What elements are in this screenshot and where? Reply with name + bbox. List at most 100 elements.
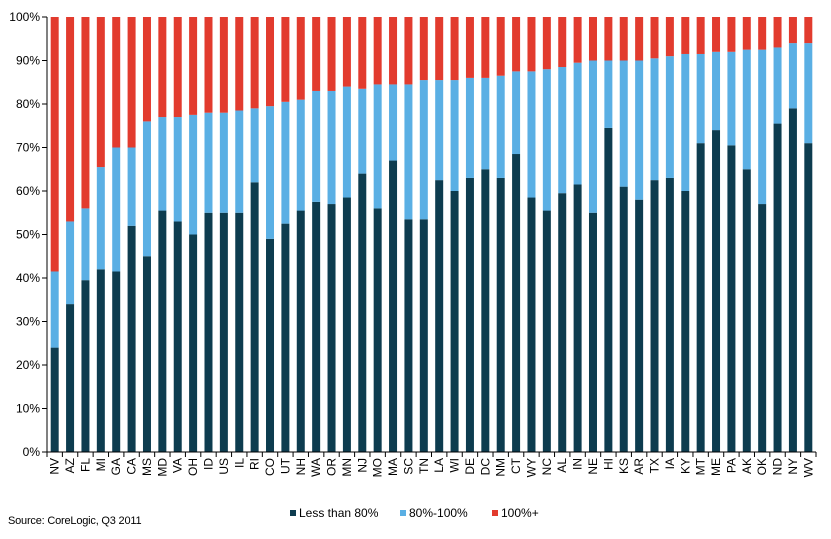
bar-segment-ak-s2	[742, 17, 751, 50]
x-tick-label-in: IN	[571, 458, 585, 470]
x-tick-label-mt: MT	[694, 457, 708, 475]
bar-segment-va-s0	[173, 221, 182, 452]
bar-segment-ny-s2	[788, 17, 797, 44]
y-axis: 0% 10% 20% 30% 40% 50% 60% 70% 80% 90% 100%	[9, 10, 48, 459]
bar-segment-dc-s2	[481, 17, 490, 78]
bar-segment-de-s1	[465, 77, 474, 178]
bar-segment-co-s1	[266, 106, 275, 239]
bar-segment-ms-s1	[142, 121, 151, 257]
x-tick-label-ct: CT	[509, 457, 523, 474]
legend-label: 100%+	[501, 506, 539, 520]
bar-segment-md-s1	[158, 117, 167, 211]
bar-segment-hi-s1	[604, 60, 613, 128]
legend-swatch	[492, 510, 498, 516]
bar-segment-ut-s1	[281, 101, 290, 224]
bar-segment-wi-s1	[450, 80, 459, 191]
bars-group	[50, 17, 813, 453]
bar-segment-oh-s1	[189, 114, 198, 235]
x-tick-label-id: ID	[201, 458, 215, 470]
bar-segment-mt-s2	[696, 17, 705, 54]
bar-segment-nj-s1	[358, 88, 367, 174]
bar-segment-wa-s1	[312, 90, 321, 202]
bar-segment-oh-s0	[189, 234, 198, 452]
bar-segment-in-s2	[573, 17, 582, 63]
bar-segment-wv-s0	[804, 143, 813, 452]
bar-segment-dc-s1	[481, 77, 490, 170]
y-tick-label: 0%	[23, 445, 41, 459]
x-tick-label-fl: FL	[78, 458, 92, 472]
bar-segment-us-s2	[219, 17, 228, 113]
bar-segment-me-s2	[712, 17, 721, 52]
x-tick-label-dc: DC	[478, 458, 492, 476]
x-tick-label-ga: GA	[109, 458, 123, 475]
x-tick-label-mn: MN	[340, 458, 354, 477]
bar-segment-ia-s2	[665, 17, 674, 57]
bar-segment-mo-s0	[373, 208, 382, 452]
bar-segment-or-s1	[327, 90, 336, 205]
x-tick-label-nj: NJ	[355, 458, 369, 473]
bar-segment-la-s2	[435, 17, 444, 81]
x-tick-label-tn: TN	[417, 458, 431, 474]
x-tick-label-sc: SC	[401, 458, 415, 475]
legend-label: 80%-100%	[409, 506, 468, 520]
bar-segment-nh-s0	[296, 210, 305, 452]
bar-segment-md-s2	[158, 17, 167, 118]
bar-segment-us-s0	[219, 212, 228, 452]
x-tick-label-ia: IA	[663, 458, 677, 469]
bar-segment-mi-s2	[96, 17, 105, 168]
bar-segment-mo-s2	[373, 17, 382, 85]
legend-swatch	[290, 510, 296, 516]
bar-segment-mo-s1	[373, 84, 382, 209]
x-tick-label-va: VA	[171, 458, 185, 473]
bar-segment-il-s0	[235, 212, 244, 452]
bar-segment-ca-s1	[127, 147, 136, 226]
bar-segment-or-s0	[327, 204, 336, 452]
bar-segment-ky-s2	[681, 17, 690, 54]
bar-segment-wv-s2	[804, 17, 813, 44]
bar-segment-ky-s1	[681, 53, 690, 191]
bar-segment-nj-s2	[358, 17, 367, 89]
bar-segment-nd-s1	[773, 47, 782, 124]
bar-segment-wv-s1	[804, 43, 813, 144]
y-tick-label: 80%	[16, 97, 40, 111]
bar-segment-id-s0	[204, 212, 213, 452]
bar-segment-md-s0	[158, 210, 167, 452]
bar-segment-id-s1	[204, 112, 213, 213]
bar-segment-ak-s0	[742, 169, 751, 452]
bar-segment-ut-s2	[281, 17, 290, 102]
bar-segment-ok-s1	[758, 49, 767, 205]
bar-segment-ri-s2	[250, 17, 259, 109]
bar-segment-nv-s0	[50, 347, 59, 452]
bar-segment-mi-s0	[96, 269, 105, 452]
bar-segment-ct-s0	[512, 154, 521, 452]
bar-segment-ks-s0	[619, 186, 628, 452]
y-tick-label: 50%	[16, 228, 40, 242]
bar-segment-sc-s1	[404, 84, 413, 220]
bar-segment-dc-s0	[481, 169, 490, 452]
x-tick-label-co: CO	[263, 458, 277, 476]
x-tick-label-de: DE	[463, 458, 477, 475]
bar-segment-nd-s2	[773, 17, 782, 48]
bar-segment-nc-s0	[542, 210, 551, 452]
y-tick-label: 40%	[16, 271, 40, 285]
legend-swatch	[400, 510, 406, 516]
source-note: Source: CoreLogic, Q3 2011	[8, 515, 142, 527]
bar-segment-tx-s0	[650, 180, 659, 453]
y-tick-label: 20%	[16, 358, 40, 372]
bar-segment-mi-s1	[96, 167, 105, 270]
x-tick-label-tx: TX	[648, 458, 662, 473]
bar-segment-tx-s2	[650, 17, 659, 59]
x-tick-label-ks: KS	[617, 458, 631, 474]
bar-segment-id-s2	[204, 17, 213, 113]
bar-segment-pa-s2	[727, 17, 736, 52]
bar-segment-me-s1	[712, 51, 721, 131]
x-tick-label-md: MD	[155, 458, 169, 477]
bar-segment-va-s1	[173, 117, 182, 222]
bar-segment-ga-s2	[112, 17, 121, 148]
x-tick-label-nm: NM	[494, 458, 508, 477]
bar-segment-ks-s1	[619, 60, 628, 187]
bar-segment-ut-s0	[281, 223, 290, 453]
x-tick-label-wv: WV	[801, 458, 815, 477]
bar-segment-ne-s1	[588, 60, 597, 213]
